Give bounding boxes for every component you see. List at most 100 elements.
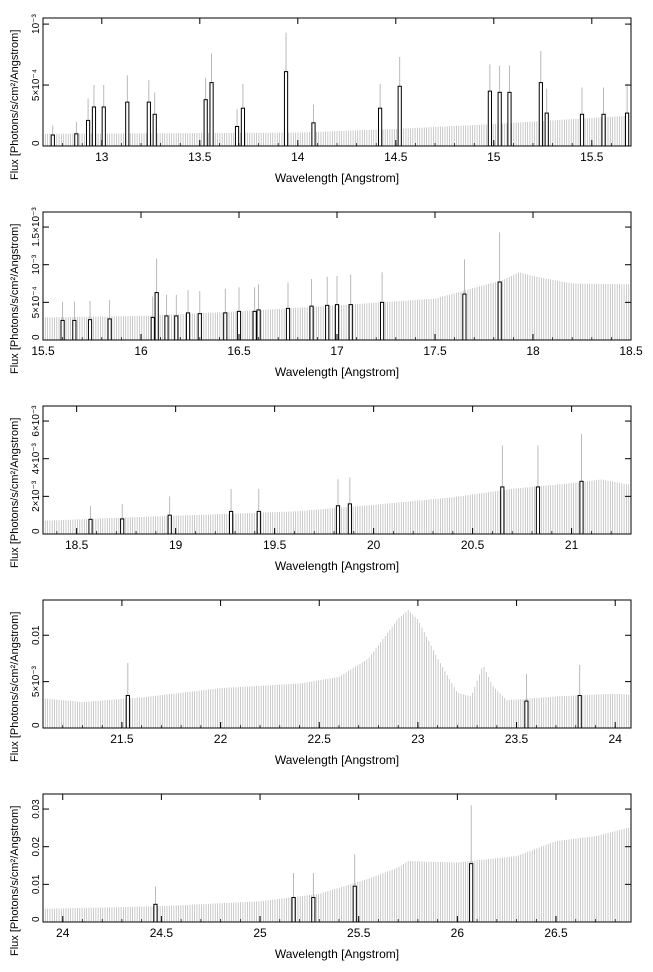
chart-5-y-tick-label: 0.02 <box>31 837 42 857</box>
chart-2-data-bar <box>197 313 202 341</box>
chart-2-data-bar <box>309 305 314 341</box>
chart-2-plot-area: 15.5 16 16.5 17 17.5 18 18.5 0 5×10⁻⁴ 10⁻³ 1.5×10⁻… <box>31 207 643 358</box>
chart-4-y-tick-label: 0 <box>31 722 42 728</box>
chart-2-data-bar <box>462 293 467 341</box>
chart-5-x-tick-label: 25.5 <box>347 926 371 940</box>
chart-2-y-axis-label: Flux [Photons/s/cm²/Angstrom] <box>9 223 21 374</box>
chart-5-x-tick-label: 26.5 <box>544 926 568 940</box>
chart-3-x-tick-label: 19 <box>169 538 183 552</box>
chart-4-x-tick-label: 23 <box>411 732 425 746</box>
chart-2-data-bar <box>72 319 77 341</box>
chart-4-data-bar <box>125 695 130 729</box>
chart-4-continuum <box>42 610 632 728</box>
chart-2-x-tick-label: 16 <box>134 344 148 358</box>
chart-2-x-tick-label: 18.5 <box>619 344 643 358</box>
chart-5-y-tick-label: 0 <box>31 916 42 922</box>
chart-5-x-axis-label: Wavelength [Angstrom] <box>274 947 400 961</box>
chart-1-data-bar <box>601 113 606 147</box>
chart-5-plot-area: 24 24.5 25 25.5 26 26.5 0 0.01 0.02 0.03 <box>31 793 632 940</box>
chart-5-x-tick-label: 24.5 <box>150 926 174 940</box>
chart-panel-5: 24 24.5 25 25.5 26 26.5 0 0.01 0.02 0.03 Waveleng… <box>0 776 653 966</box>
chart-1-data-bar <box>311 122 316 147</box>
chart-5-x-tick-label: 25 <box>253 926 267 940</box>
chart-5-y-axis-label: Flux [Photons/s/cm²/Angstrom] <box>9 805 21 956</box>
chart-2-data-bar <box>379 301 385 341</box>
chart-1-data-bar <box>125 101 130 147</box>
chart-2-y-tick-label: 1.5×10⁻³ <box>31 207 42 247</box>
chart-5-data-bar <box>311 897 316 923</box>
chart-1-data-bar <box>487 90 492 147</box>
chart-3-plot-area: 18.5 19 19.5 20 20.5 21 0 2×10⁻³ 4×10⁻³ 6×10⁻³ <box>31 405 632 552</box>
chart-panel-3: 18.5 19 19.5 20 20.5 21 0 2×10⁻³ 4×10⁻³ 6×10⁻³ Wa… <box>0 388 653 578</box>
chart-4-y-axis-label: Flux [Photons/s/cm²/Angstrom] <box>9 611 21 762</box>
chart-5-x-tick-label: 24 <box>56 926 70 940</box>
chart-2-y-tick-label: 5×10⁻⁴ <box>31 286 42 318</box>
chart-1-y-tick-label: 10⁻³ <box>31 14 42 34</box>
chart-2-x-tick-label: 18 <box>526 344 540 358</box>
chart-1-data-bar <box>234 125 240 147</box>
chart-3-data-bar <box>120 518 125 535</box>
chart-2-y-tick-label: 0 <box>31 334 42 340</box>
chart-5-data-bar <box>291 897 296 923</box>
chart-1-data-bar <box>91 106 97 147</box>
chart-1-plot-area: 13 13.5 14 14.5 15 15.5 0 5×10⁻⁴ 10⁻³ <box>31 14 632 164</box>
chart-panel-1: 13 13.5 14 14.5 15 15.5 0 5×10⁻⁴ 10⁻³ Wavelength… <box>0 0 653 190</box>
chart-3-frame <box>42 405 632 535</box>
chart-3-x-tick-label: 19.5 <box>263 538 287 552</box>
chart-5-data-bar <box>153 903 158 923</box>
chart-5-data-bar <box>352 885 357 923</box>
chart-2-y-tick-label: 10⁻³ <box>31 254 42 274</box>
chart-4-x-tick-label: 24 <box>609 732 623 746</box>
chart-1-data-bar <box>152 113 157 147</box>
chart-2-data-bar <box>325 304 330 341</box>
chart-1-data-bar <box>209 82 214 147</box>
chart-1-data-bar <box>101 106 106 147</box>
chart-3-data-bar <box>228 510 234 535</box>
chart-3-data-bar <box>335 505 341 535</box>
chart-2-data-bar <box>256 309 261 341</box>
chart-4-y-tick-label: 0.01 <box>31 625 42 645</box>
chart-3-data-bar <box>88 518 93 535</box>
chart-1-y-tick-label: 5×10⁻⁴ <box>31 69 42 101</box>
chart-1-x-tick-label: 13.5 <box>188 150 212 164</box>
chart-2-data-bar <box>348 304 353 341</box>
chart-4-x-tick-label: 22 <box>214 732 228 746</box>
chart-3-y-tick-label: 0 <box>31 528 42 534</box>
chart-1-x-tick-label: 15 <box>487 150 501 164</box>
chart-1-data-bar <box>50 134 55 147</box>
chart-1-data-bar <box>203 99 208 147</box>
chart-2-data-bar <box>285 307 291 341</box>
chart-1-x-tick-label: 13 <box>95 150 109 164</box>
chart-2-data-bar <box>252 310 257 341</box>
chart-5-y-tick-label: 0.01 <box>31 874 42 894</box>
chart-3-y-tick-label: 6×10⁻³ <box>31 405 42 437</box>
chart-1-x-tick-label: 15.5 <box>580 150 604 164</box>
chart-4-data-bar <box>524 700 529 729</box>
chart-3-data-bar <box>347 503 352 535</box>
chart-4-data-bar <box>577 695 582 729</box>
chart-2-data-bar <box>185 312 191 341</box>
chart-2-x-tick-label: 16.5 <box>227 344 251 358</box>
chart-2-x-tick-label: 17 <box>330 344 344 358</box>
chart-4-x-axis-label: Wavelength [Angstrom] <box>274 753 400 767</box>
chart-1-x-tick-label: 14 <box>291 150 305 164</box>
chart-5-x-tick-label: 26 <box>451 926 465 940</box>
chart-1-x-axis-label: Wavelength [Angstrom] <box>274 171 400 185</box>
chart-3-x-tick-label: 20.5 <box>461 538 485 552</box>
chart-3-y-tick-label: 2×10⁻³ <box>31 480 42 512</box>
chart-1-data-bar <box>397 85 402 147</box>
chart-3-y-axis-label: Flux [Photons/s/cm²/Angstrom] <box>9 417 21 568</box>
chart-1-data-bar <box>579 113 585 147</box>
chart-panel-2: 15.5 16 16.5 17 17.5 18 18.5 0 5×10⁻⁴ 10⁻³ 1.5×10⁻… <box>0 194 653 384</box>
chart-2-data-bar <box>154 292 159 341</box>
chart-1-data-bar <box>507 91 512 147</box>
chart-2-data-bar <box>223 312 228 341</box>
chart-3-data-bar <box>535 486 541 535</box>
chart-1-data-bar <box>538 82 543 147</box>
chart-1-data-bar <box>497 91 502 147</box>
chart-5-y-tick-label: 0.03 <box>31 799 42 819</box>
chart-5-data-bar <box>469 863 474 923</box>
chart-2-x-tick-label: 15.5 <box>31 344 55 358</box>
chart-1-y-tick-label: 0 <box>31 140 42 146</box>
